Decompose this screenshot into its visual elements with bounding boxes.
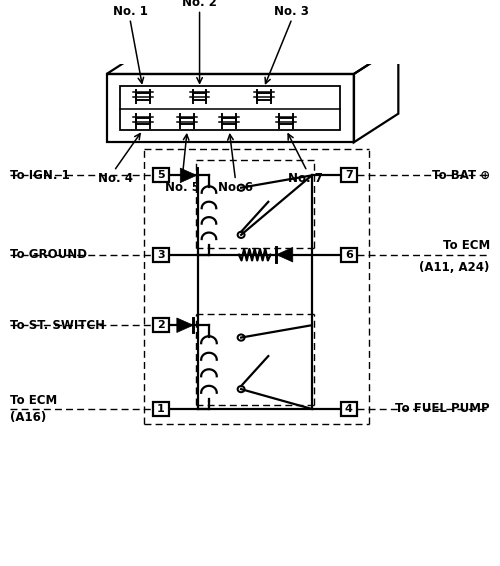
Text: No. 3: No. 3 bbox=[274, 5, 308, 18]
Text: To ST. SWITCH: To ST. SWITCH bbox=[10, 319, 105, 332]
Text: To BAT ⊕: To BAT ⊕ bbox=[432, 169, 490, 182]
Bar bbox=[341, 168, 357, 182]
Text: To IGN. 1: To IGN. 1 bbox=[10, 169, 70, 182]
Text: No. 4: No. 4 bbox=[98, 172, 133, 185]
Text: 1: 1 bbox=[157, 404, 165, 414]
Text: To FUEL PUMP: To FUEL PUMP bbox=[395, 402, 490, 415]
Bar bbox=[153, 248, 169, 261]
Polygon shape bbox=[177, 318, 193, 332]
Text: 3: 3 bbox=[157, 250, 165, 260]
Text: To GROUND: To GROUND bbox=[10, 248, 87, 261]
Polygon shape bbox=[180, 168, 196, 183]
Bar bbox=[153, 318, 169, 332]
Bar bbox=[341, 248, 357, 261]
Text: No. 5: No. 5 bbox=[165, 181, 200, 194]
Text: (A11, A24): (A11, A24) bbox=[420, 261, 490, 275]
Text: To ECM: To ECM bbox=[10, 393, 58, 406]
Text: (A16): (A16) bbox=[10, 411, 46, 424]
Text: 5: 5 bbox=[157, 170, 165, 181]
Text: No. 7: No. 7 bbox=[288, 172, 324, 185]
Text: 6: 6 bbox=[345, 250, 353, 260]
Text: 2: 2 bbox=[157, 320, 165, 330]
Text: 7: 7 bbox=[345, 170, 353, 181]
Bar bbox=[153, 402, 169, 416]
Text: No. 6: No. 6 bbox=[218, 181, 252, 194]
Bar bbox=[341, 402, 357, 416]
Bar bbox=[153, 168, 169, 182]
Text: No. 1: No. 1 bbox=[113, 5, 148, 18]
Text: No. 2: No. 2 bbox=[182, 0, 217, 8]
Polygon shape bbox=[276, 247, 293, 262]
Text: To ECM: To ECM bbox=[442, 239, 490, 252]
Text: 4: 4 bbox=[345, 404, 353, 414]
